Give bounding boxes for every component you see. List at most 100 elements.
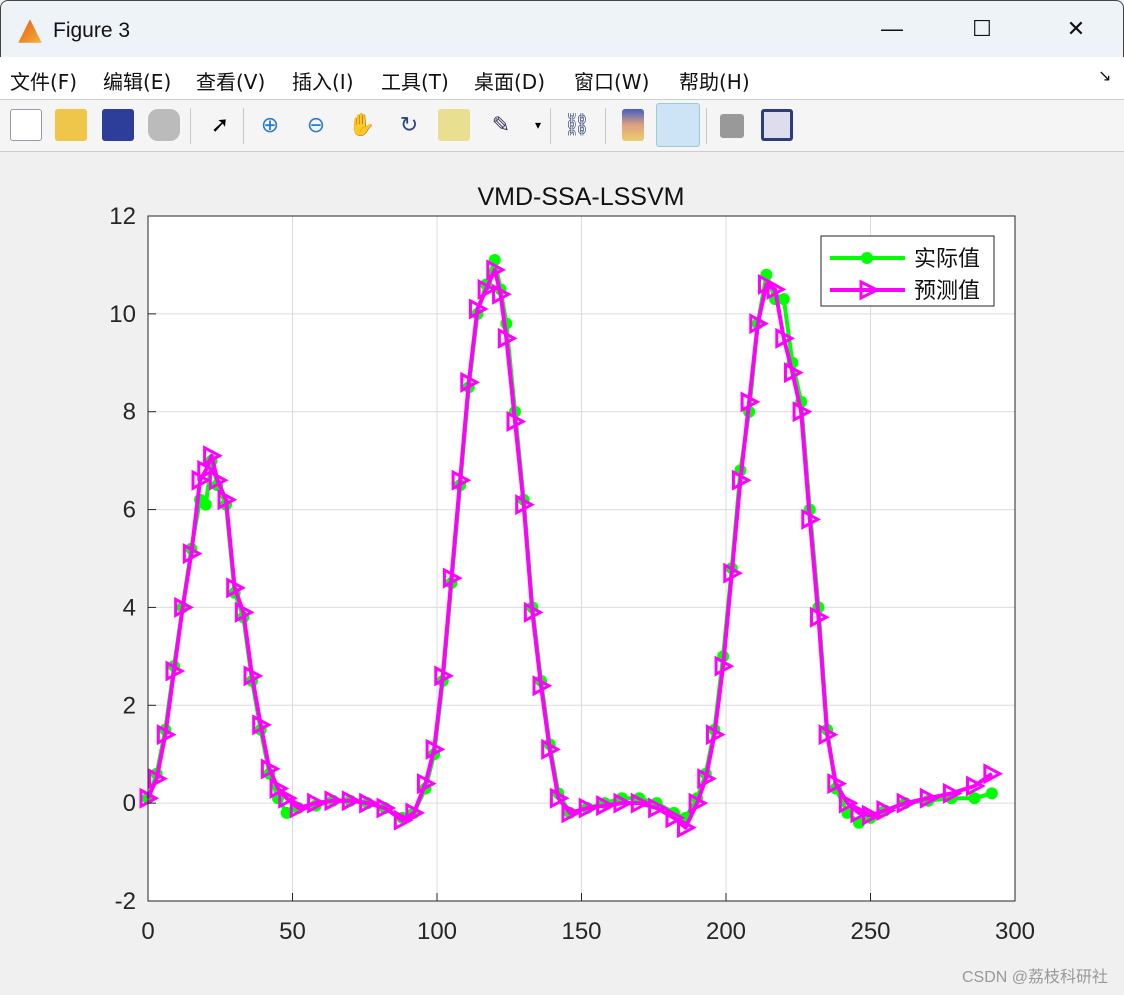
- brush-dropdown-icon[interactable]: ▾: [534, 118, 542, 132]
- data-point: [477, 278, 498, 300]
- legend-marker-predicted: [859, 279, 881, 301]
- data-point: [740, 391, 761, 413]
- data-point: [777, 293, 790, 306]
- data-point: [541, 738, 561, 760]
- legend[interactable]: 实际值 预测值: [820, 235, 995, 307]
- data-point: [532, 675, 553, 697]
- data-point: [838, 792, 859, 814]
- data-point: [280, 806, 293, 819]
- menu-edit[interactable]: 编辑(E): [103, 70, 172, 94]
- data-point: [217, 489, 238, 511]
- menu-window[interactable]: 窗口(W): [574, 70, 650, 94]
- print-icon[interactable]: [148, 109, 180, 141]
- y-tick-label: 0: [123, 790, 136, 817]
- data-point: [578, 797, 599, 819]
- data-point: [942, 782, 963, 804]
- data-point: [197, 459, 217, 481]
- data-point: [434, 665, 454, 687]
- zoom-out-icon[interactable]: ⊖: [306, 112, 326, 137]
- legend-label-actual: 实际值: [914, 246, 980, 271]
- data-point: [460, 371, 480, 393]
- data-point: [827, 773, 848, 795]
- data-point: [182, 543, 203, 565]
- y-tick-label: 2: [123, 692, 136, 719]
- legend-label-predicted: 预测值: [914, 278, 980, 303]
- data-cursor-icon[interactable]: [438, 109, 470, 141]
- new-figure-icon[interactable]: [10, 109, 42, 141]
- data-point: [966, 775, 986, 797]
- data-point: [862, 804, 882, 826]
- data-point: [850, 802, 871, 824]
- data-point: [208, 469, 229, 491]
- data-point: [252, 714, 272, 736]
- data-point: [792, 401, 813, 423]
- maximize-button[interactable]: ☐: [972, 16, 992, 41]
- data-point: [801, 508, 821, 530]
- data-point: [425, 738, 446, 760]
- rotate-icon[interactable]: ↻: [399, 112, 419, 137]
- data-point: [723, 562, 743, 584]
- minimize-button[interactable]: —: [881, 16, 903, 41]
- show-plot-tools-icon[interactable]: [761, 109, 793, 141]
- series-line: [146, 267, 994, 830]
- data-point: [442, 567, 463, 589]
- menu-insert[interactable]: 插入(I): [292, 70, 354, 94]
- menu-help[interactable]: 帮助(H): [679, 70, 750, 94]
- open-icon[interactable]: [55, 109, 87, 141]
- dock-arrow-icon[interactable]: ↘: [1098, 66, 1112, 85]
- save-icon[interactable]: [102, 109, 134, 141]
- link-icon[interactable]: ⛓: [563, 112, 591, 137]
- data-point: [156, 724, 177, 746]
- hide-plot-tools-icon[interactable]: [720, 114, 744, 138]
- close-button[interactable]: ✕: [1066, 16, 1086, 41]
- data-point: [749, 313, 769, 335]
- data-point: [688, 792, 709, 814]
- data-point: [809, 606, 830, 628]
- data-point: [731, 469, 752, 491]
- watermark: CSDN @荔枝科研社: [961, 969, 1108, 986]
- data-point: [523, 601, 544, 623]
- data-point: [416, 773, 437, 795]
- data-point: [289, 797, 310, 819]
- colorbar-icon[interactable]: [622, 109, 644, 141]
- data-point: [492, 283, 512, 305]
- data-point: [648, 797, 668, 819]
- x-tick-label: 300: [995, 918, 1035, 945]
- brush-icon[interactable]: ✎: [491, 112, 511, 137]
- data-point: [278, 787, 298, 809]
- zoom-in-icon[interactable]: ⊕: [260, 112, 280, 137]
- data-point: [968, 792, 981, 805]
- legend-icon[interactable]: [656, 103, 700, 147]
- data-point: [714, 655, 735, 677]
- data-point: [226, 577, 246, 599]
- data-point: [677, 817, 697, 839]
- data-point: [705, 724, 726, 746]
- legend-marker-actual: [861, 252, 873, 264]
- data-point: [359, 792, 379, 814]
- menu-view[interactable]: 查看(V): [196, 70, 266, 94]
- x-tick-label: 0: [141, 918, 154, 945]
- title-bar: Figure 3 — ☐ ✕: [0, 0, 1124, 57]
- data-point: [766, 278, 787, 300]
- window-title: Figure 3: [53, 19, 131, 42]
- y-tick-label: -2: [115, 888, 136, 915]
- data-point: [234, 601, 255, 623]
- data-point: [896, 792, 917, 814]
- data-point: [451, 469, 472, 491]
- y-tick-label: 10: [109, 301, 136, 328]
- data-point: [405, 802, 426, 824]
- menu-desktop[interactable]: 桌面(D): [474, 70, 546, 94]
- menu-file[interactable]: 文件(F): [10, 70, 78, 94]
- data-point: [506, 411, 527, 432]
- data-point: [307, 792, 327, 814]
- data-point: [174, 596, 194, 618]
- data-point: [876, 799, 897, 821]
- menu-tools[interactable]: 工具(T): [381, 70, 449, 94]
- data-point: [775, 327, 795, 349]
- pan-icon[interactable]: ✋: [348, 112, 376, 137]
- data-point: [665, 807, 686, 829]
- data-point: [324, 790, 345, 812]
- data-point: [983, 763, 1004, 785]
- pointer-icon[interactable]: ➚: [210, 112, 230, 137]
